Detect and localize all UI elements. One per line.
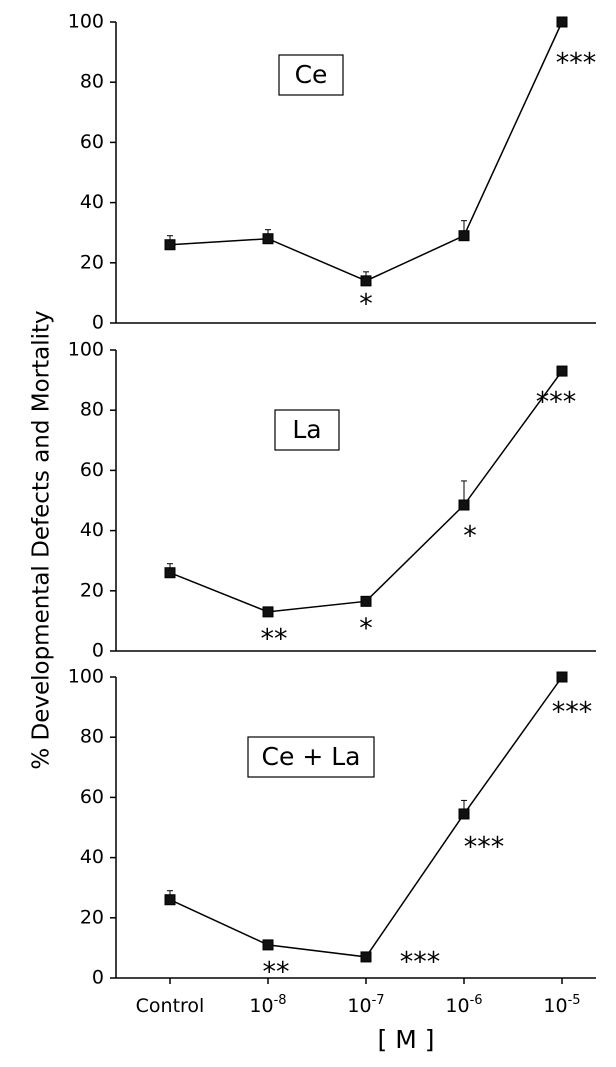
data-point (164, 567, 176, 579)
y-tick-label: 100 (68, 666, 104, 688)
data-point (360, 275, 372, 287)
panel-label-box (274, 409, 340, 451)
data-point (164, 239, 176, 251)
y-tick-label: 20 (80, 579, 104, 601)
x-axis-label: [ M ] (378, 1025, 435, 1054)
significance-label: ** (261, 623, 288, 654)
data-point (262, 939, 274, 951)
panel-label-box (247, 736, 375, 778)
data-point (458, 230, 470, 242)
data-point (360, 951, 372, 963)
y-axis-label: % Developmental Defects and Mortality (29, 310, 55, 769)
data-point (262, 606, 274, 618)
data-point (556, 365, 568, 377)
y-tick-label: 80 (80, 71, 104, 93)
y-tick-label: 20 (80, 251, 104, 273)
x-tick-label: Control (136, 995, 205, 1017)
y-tick-label: 40 (80, 191, 104, 213)
y-tick-label: 0 (92, 967, 104, 989)
significance-label: *** (552, 697, 593, 728)
data-point (556, 16, 568, 28)
x-tick-labels: Control 10-8 10-7 10-6 10-5 (136, 993, 581, 1017)
significance-label: * (359, 613, 373, 644)
data-point (458, 808, 470, 820)
significance-label: *** (556, 48, 597, 79)
significance-label: *** (536, 387, 577, 418)
data-point (458, 499, 470, 511)
y-tick-label: 40 (80, 846, 104, 868)
panel-label: Ce + La (262, 742, 361, 771)
panel-label: La (292, 415, 321, 444)
y-tick-label: 100 (68, 339, 104, 361)
y-tick-label: 20 (80, 906, 104, 928)
significance-label: *** (400, 946, 441, 977)
y-tick-label: 60 (80, 459, 104, 481)
significance-label: ** (263, 956, 290, 987)
x-tick-label: 10-8 (249, 993, 286, 1017)
panel-label: Ce (295, 60, 328, 89)
y-tick-label: 0 (92, 312, 104, 334)
data-point (164, 894, 176, 906)
y-tick-label: 60 (80, 786, 104, 808)
x-tick-label: 10-6 (445, 993, 482, 1017)
y-tick-label: 0 (92, 640, 104, 662)
y-tick-label: 80 (80, 399, 104, 421)
data-point (360, 595, 372, 607)
data-point (556, 671, 568, 683)
series-line (169, 370, 563, 613)
y-tick-label: 100 (68, 11, 104, 33)
series-line (169, 676, 563, 958)
y-tick-label: 80 (80, 726, 104, 748)
significance-label: * (463, 521, 477, 552)
series-line (169, 21, 563, 282)
y-tick-label: 60 (80, 131, 104, 153)
x-tick-label: 10-5 (543, 993, 580, 1017)
y-tick-label: 40 (80, 519, 104, 541)
panel-label-box (278, 54, 344, 96)
data-point (262, 233, 274, 245)
x-tick-label: 10-7 (347, 993, 384, 1017)
significance-label: *** (464, 831, 505, 862)
significance-label: * (359, 288, 373, 319)
